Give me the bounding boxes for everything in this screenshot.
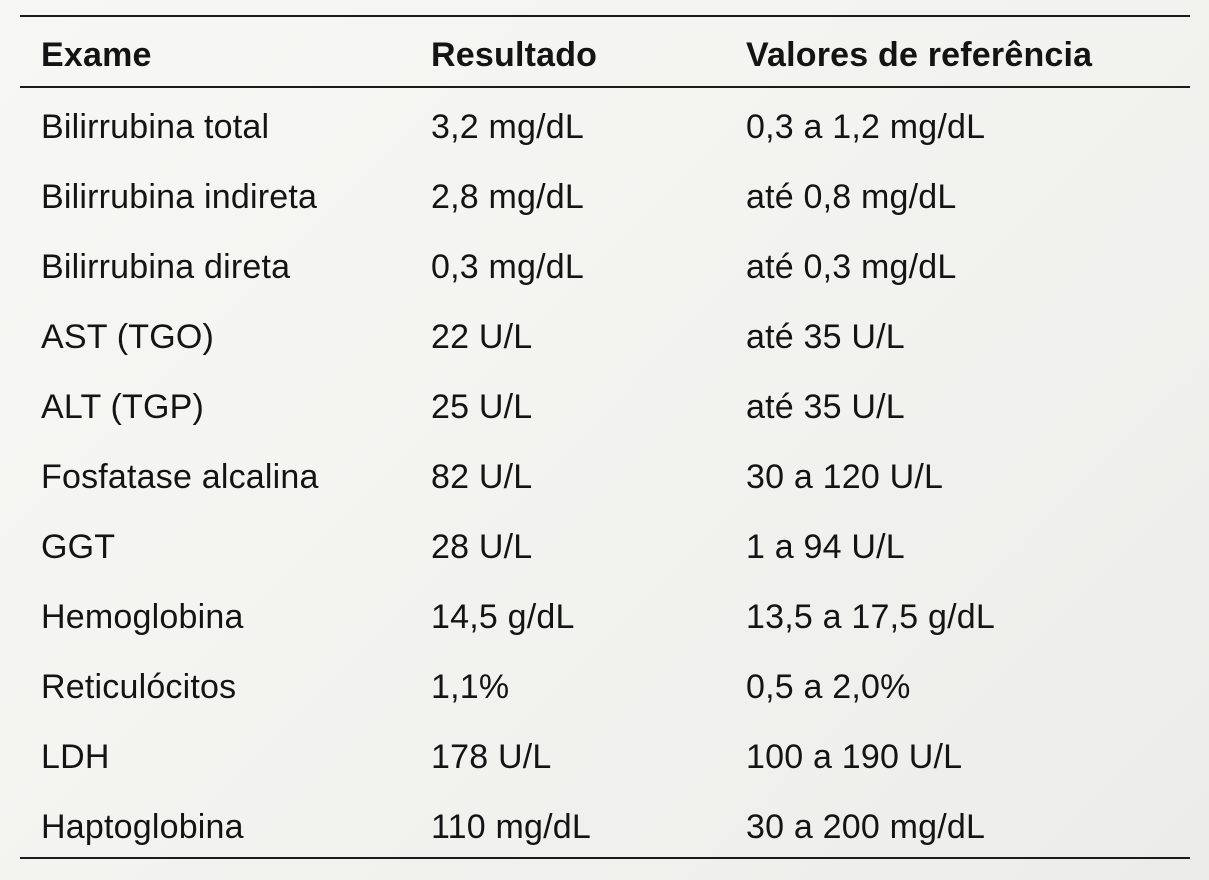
exam-name: ALT (TGP) (41, 388, 205, 426)
result-value: 25 U/L (431, 388, 533, 426)
table-row: ALT (TGP) 25 U/L até 35 U/L (0, 372, 1209, 442)
result-value: 110 mg/dL (431, 808, 591, 846)
result-value: 22 U/L (431, 318, 533, 356)
header-result: Resultado (431, 36, 598, 74)
reference-value: 1 a 94 U/L (746, 528, 905, 566)
exam-name: Hemoglobina (41, 598, 244, 636)
table-row: Bilirrubina total 3,2 mg/dL 0,3 a 1,2 mg… (0, 92, 1209, 162)
table-row: Reticulócitos 1,1% 0,5 a 2,0% (0, 652, 1209, 722)
reference-value: 100 a 190 U/L (746, 738, 963, 776)
exam-name: AST (TGO) (41, 318, 215, 356)
exam-name: Bilirrubina indireta (41, 178, 318, 216)
exam-name: Bilirrubina direta (41, 248, 291, 286)
table-row: GGT 28 U/L 1 a 94 U/L (0, 512, 1209, 582)
reference-value: até 35 U/L (746, 388, 905, 426)
table-row: Bilirrubina indireta 2,8 mg/dL até 0,8 m… (0, 162, 1209, 232)
result-value: 178 U/L (431, 738, 552, 776)
exam-name: Reticulócitos (41, 668, 237, 706)
table-row: Fosfatase alcalina 82 U/L 30 a 120 U/L (0, 442, 1209, 512)
table-row: Haptoglobina 110 mg/dL 30 a 200 mg/dL (0, 792, 1209, 862)
header-reference-values: Valores de referência (746, 36, 1093, 74)
result-value: 28 U/L (431, 528, 533, 566)
reference-value: até 0,3 mg/dL (746, 248, 957, 286)
reference-value: até 35 U/L (746, 318, 905, 356)
result-value: 0,3 mg/dL (431, 248, 585, 286)
reference-value: 30 a 120 U/L (746, 458, 944, 496)
table-row: Hemoglobina 14,5 g/dL 13,5 a 17,5 g/dL (0, 582, 1209, 652)
reference-value: até 0,8 mg/dL (746, 178, 957, 216)
exam-name: Bilirrubina total (41, 108, 270, 146)
table-header-rule (20, 86, 1190, 88)
reference-value: 0,3 a 1,2 mg/dL (746, 108, 986, 146)
reference-value: 0,5 a 2,0% (746, 668, 911, 706)
result-value: 14,5 g/dL (431, 598, 575, 636)
table-header-row: Exame Resultado Valores de referência (0, 20, 1209, 90)
exam-name: GGT (41, 528, 116, 566)
exam-name: Haptoglobina (41, 808, 244, 846)
exam-name: LDH (41, 738, 110, 776)
result-value: 1,1% (431, 668, 510, 706)
reference-value: 13,5 a 17,5 g/dL (746, 598, 995, 636)
table-top-rule (20, 15, 1190, 17)
table-row: AST (TGO) 22 U/L até 35 U/L (0, 302, 1209, 372)
exam-name: Fosfatase alcalina (41, 458, 319, 496)
table-row: Bilirrubina direta 0,3 mg/dL até 0,3 mg/… (0, 232, 1209, 302)
table-bottom-rule (20, 857, 1190, 859)
reference-value: 30 a 200 mg/dL (746, 808, 986, 846)
header-exam: Exame (41, 36, 152, 74)
result-value: 3,2 mg/dL (431, 108, 585, 146)
table-row: LDH 178 U/L 100 a 190 U/L (0, 722, 1209, 792)
result-value: 82 U/L (431, 458, 533, 496)
result-value: 2,8 mg/dL (431, 178, 585, 216)
